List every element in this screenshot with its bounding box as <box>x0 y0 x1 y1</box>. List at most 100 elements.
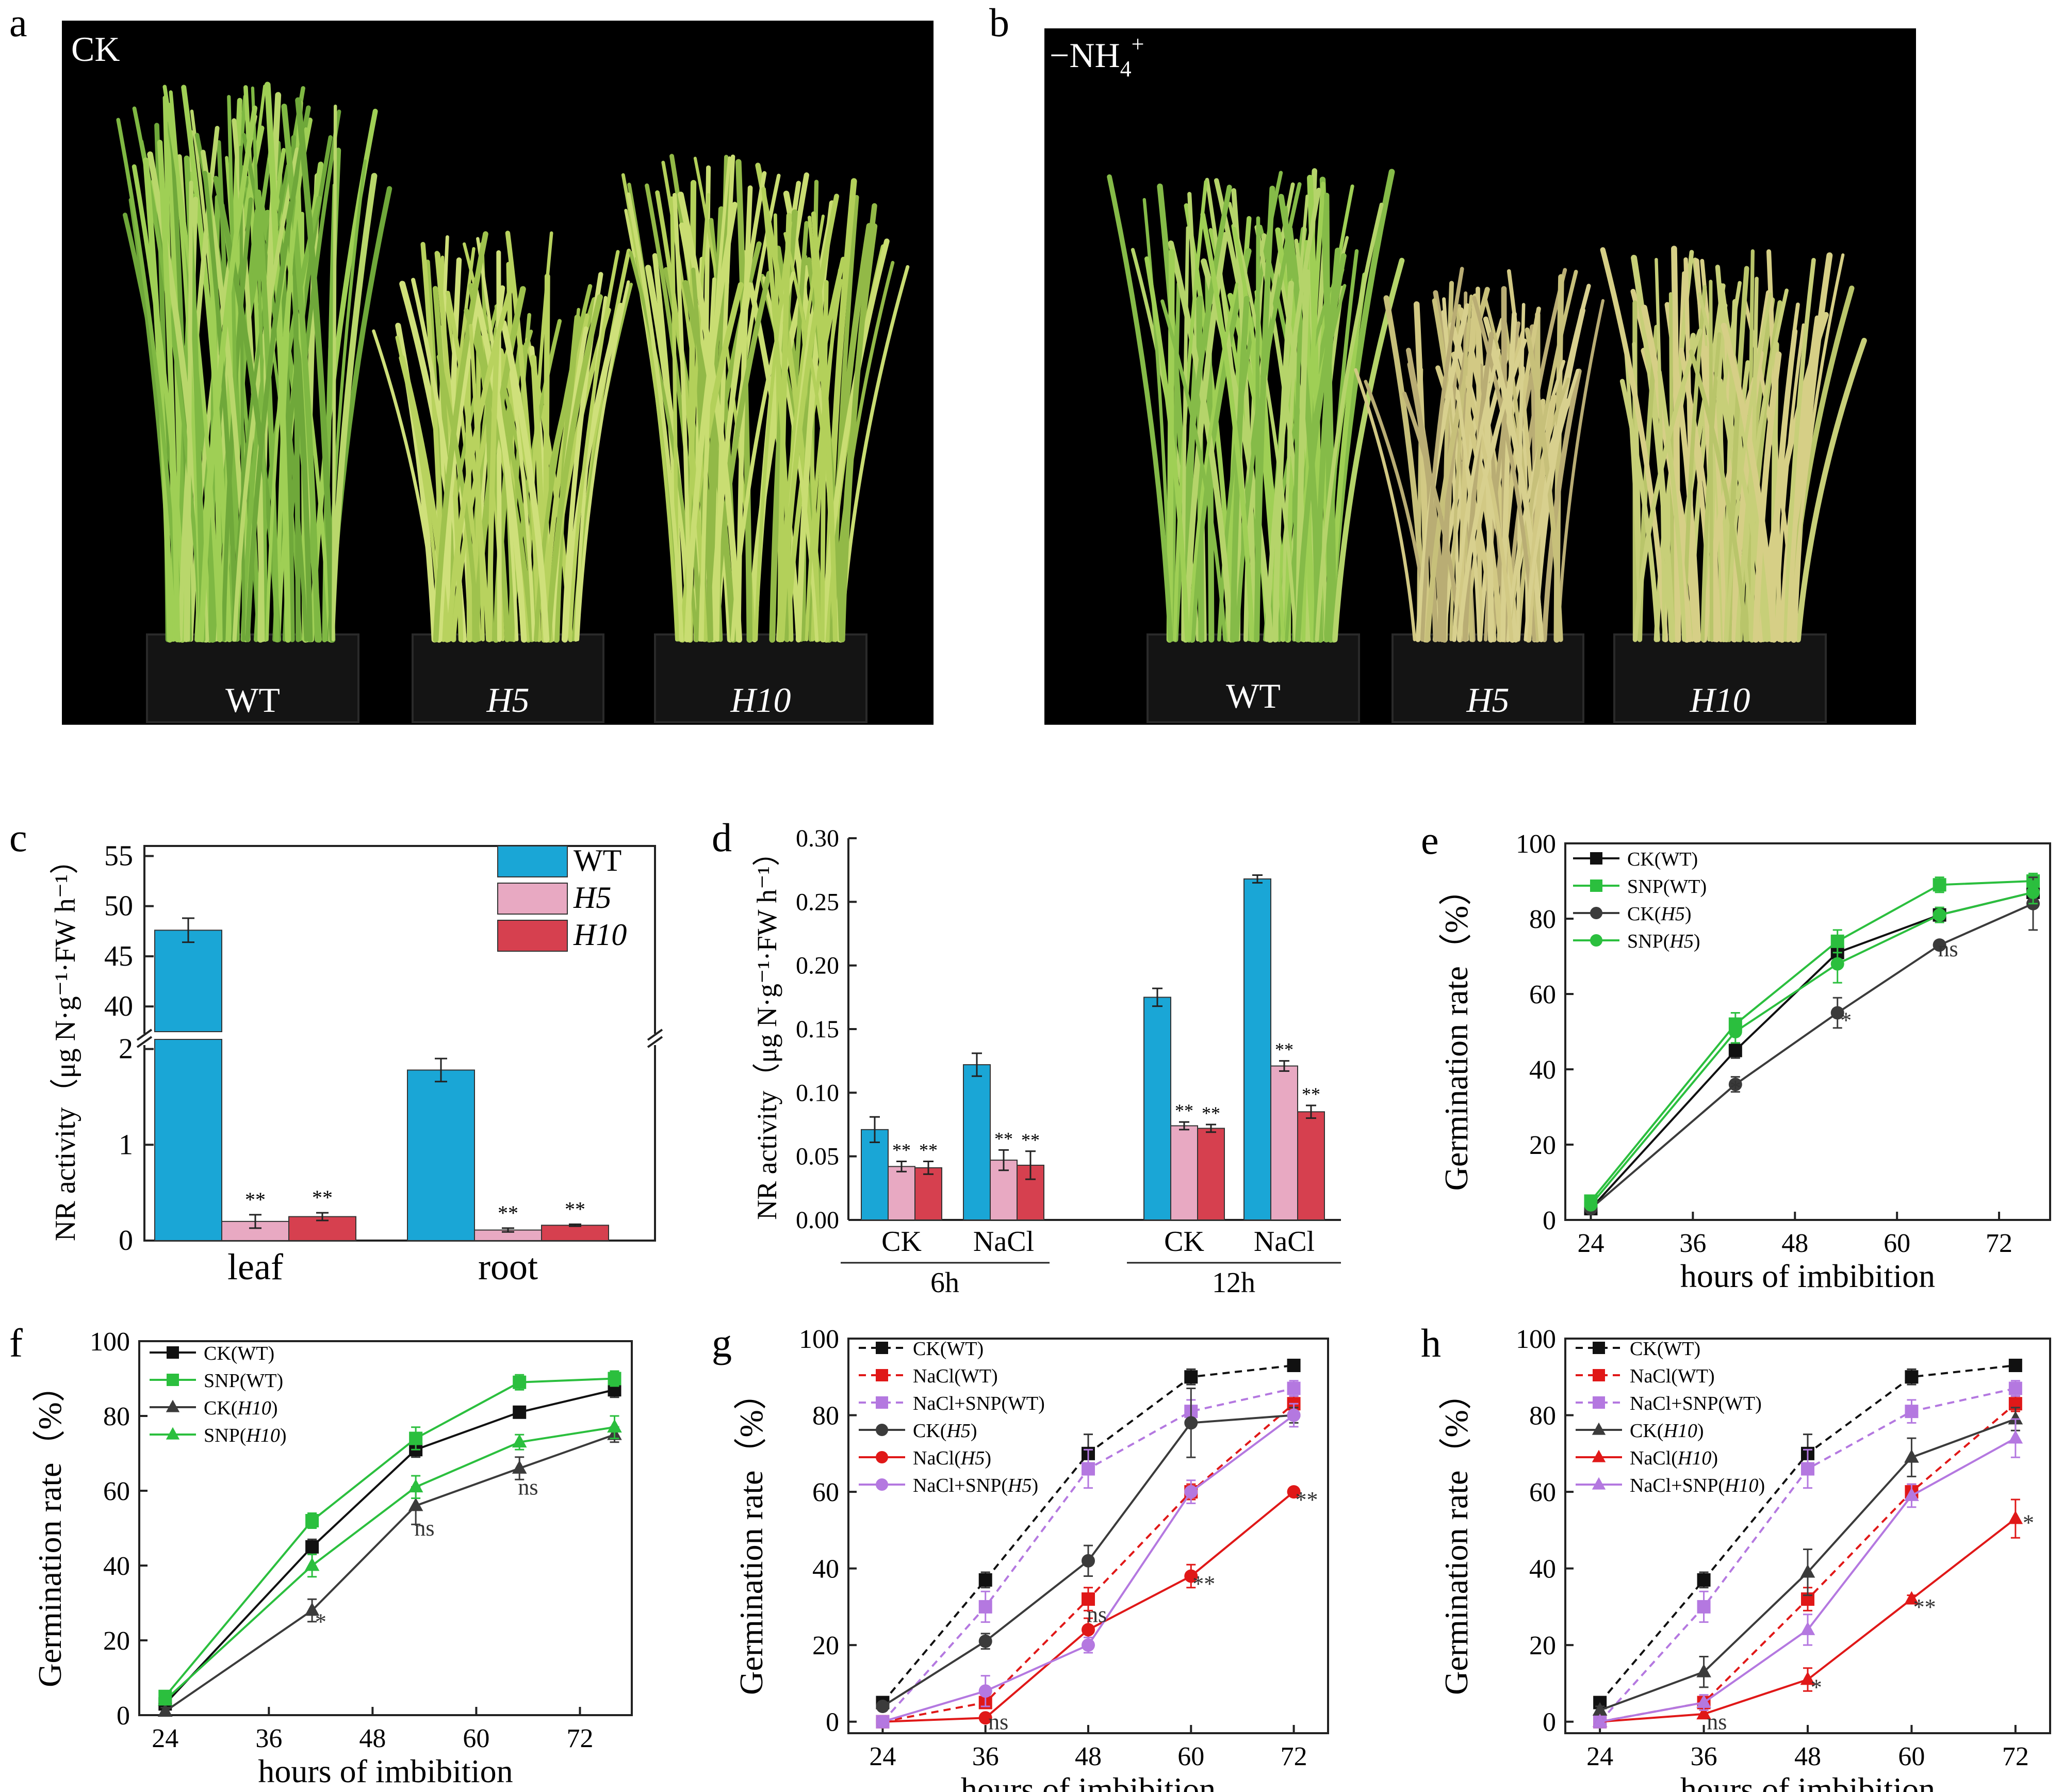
significance-label: ** <box>1275 1039 1294 1060</box>
chart-c-nr-activity-tissue: c 0 1 2 40 45 50 55 NR activity（μg N·g⁻¹·FW h⁻¹）… <box>9 815 663 1288</box>
data-point <box>876 1700 890 1714</box>
data-point <box>1728 1078 1742 1092</box>
legend-label-part: CK( <box>1630 1420 1663 1442</box>
series-line <box>165 1433 615 1713</box>
plant-leaf <box>777 213 792 643</box>
x-tick-label: 24 <box>869 1742 896 1771</box>
y-tick-label: 55 <box>104 840 133 872</box>
legend-label: H5 <box>573 881 611 915</box>
x-tick-label: 72 <box>1281 1742 1307 1771</box>
data-point <box>1592 1714 1608 1728</box>
y-tick-label: 0.05 <box>796 1143 839 1170</box>
legend-label-part: ) <box>280 1425 287 1446</box>
plant-leaf <box>1107 174 1173 642</box>
tag-main: −NH <box>1050 36 1120 75</box>
series-ck-h10- <box>1592 1407 2023 1716</box>
legend-marker <box>1592 1449 1606 1462</box>
x-category-label: leaf <box>227 1246 283 1288</box>
plant-leaf <box>1516 270 1578 642</box>
legend-label-part: ) <box>271 1397 278 1419</box>
plant-leaf <box>1200 212 1255 642</box>
y-tick-label: 20 <box>812 1631 839 1660</box>
data-point <box>1287 1485 1301 1499</box>
photo-panel-a: a CK WT H5 H10 <box>9 0 934 725</box>
data-point <box>607 1419 622 1433</box>
series-nacl-h10- <box>1592 1498 2023 1728</box>
series-ck-h10- <box>157 1426 622 1717</box>
plant-leaf <box>1632 328 1702 642</box>
legend: CK(WT)NaCl(WT)NaCl+SNP(WT)CK(H10)NaCl(H1… <box>1576 1338 1765 1496</box>
significance-label: ns <box>1707 1709 1727 1735</box>
error-bar <box>502 1227 514 1233</box>
panel-letter-b: b <box>989 0 1009 45</box>
significance-label: ns <box>1938 936 1958 962</box>
data-point <box>408 1479 423 1493</box>
y-tick-label: 100 <box>799 1325 839 1354</box>
x-tick-label: 36 <box>972 1742 999 1771</box>
y-tick-label: 0 <box>1543 1206 1556 1235</box>
series-line <box>164 1426 615 1701</box>
plant-leaf <box>251 86 268 642</box>
plant-leaf <box>1556 299 1605 642</box>
plant-leaf <box>677 191 743 643</box>
plant-leaf <box>684 202 738 643</box>
plant-leaf <box>626 192 684 642</box>
plant-leaf <box>576 280 630 642</box>
data-point <box>1184 1485 1198 1499</box>
data-point <box>2008 1381 2022 1395</box>
error-bar <box>249 1214 261 1229</box>
data-point <box>978 1573 992 1587</box>
panel-letter: f <box>9 1321 23 1365</box>
plant-pot <box>1391 633 1584 723</box>
plant-leaf <box>1449 295 1473 642</box>
plant-cluster <box>1600 246 1867 723</box>
plant-leaf <box>1783 257 1816 642</box>
plant-pot <box>654 633 867 723</box>
significance-label: ** <box>1021 1130 1040 1150</box>
legend-marker <box>1593 1369 1605 1381</box>
bar <box>1197 1128 1225 1220</box>
bar <box>963 1064 991 1220</box>
legend-marker <box>1592 1422 1606 1435</box>
time-group-label: 6h <box>930 1267 959 1299</box>
data-point <box>1800 1564 1815 1578</box>
data-point <box>157 1703 173 1717</box>
significance-label: * <box>1811 1675 1822 1700</box>
legend-marker <box>1592 1477 1606 1490</box>
plant-leaf <box>1689 349 1748 642</box>
y-tick-label: 0 <box>119 1225 133 1257</box>
error-bar <box>569 1223 581 1227</box>
data-point <box>1905 1370 1919 1384</box>
legend-label-part: ) <box>1685 903 1692 925</box>
legend-marker <box>876 1396 888 1409</box>
plant-pot <box>146 633 359 723</box>
bar <box>154 930 222 1033</box>
data-point <box>608 1372 621 1386</box>
data-point <box>1184 1569 1198 1583</box>
x-axis-label: hours of imbibition <box>258 1753 513 1789</box>
legend-label-part: ) <box>1032 1475 1038 1496</box>
significance-label: ns <box>988 1709 1008 1735</box>
y-tick-label: 0.30 <box>796 825 839 852</box>
significance-label: ** <box>892 1140 911 1161</box>
x-tick-label: 72 <box>566 1724 593 1753</box>
data-point <box>1697 1600 1711 1614</box>
data-point <box>1933 878 1946 892</box>
y-tick-label: 80 <box>1529 905 1556 934</box>
plant-leaf <box>1655 257 1666 642</box>
plant-leaf <box>1144 256 1190 642</box>
plant-leaf <box>265 127 308 642</box>
plant-photo-graphic <box>116 82 910 723</box>
significance-label: ** <box>1175 1100 1193 1121</box>
y-tick-label: 1 <box>119 1129 133 1161</box>
data-point <box>1830 957 1844 971</box>
y-axis-label: Germination rate（%） <box>733 1377 769 1695</box>
legend-label-part: H10 <box>1663 1420 1697 1442</box>
data-point <box>513 1375 527 1389</box>
significance-label: ** <box>1302 1084 1320 1104</box>
bar <box>1243 878 1271 1220</box>
x-tick-label: 72 <box>2002 1742 2029 1771</box>
data-point <box>876 1715 890 1729</box>
plant-leaf <box>735 159 753 643</box>
y-tick-label: 40 <box>1529 1055 1556 1085</box>
